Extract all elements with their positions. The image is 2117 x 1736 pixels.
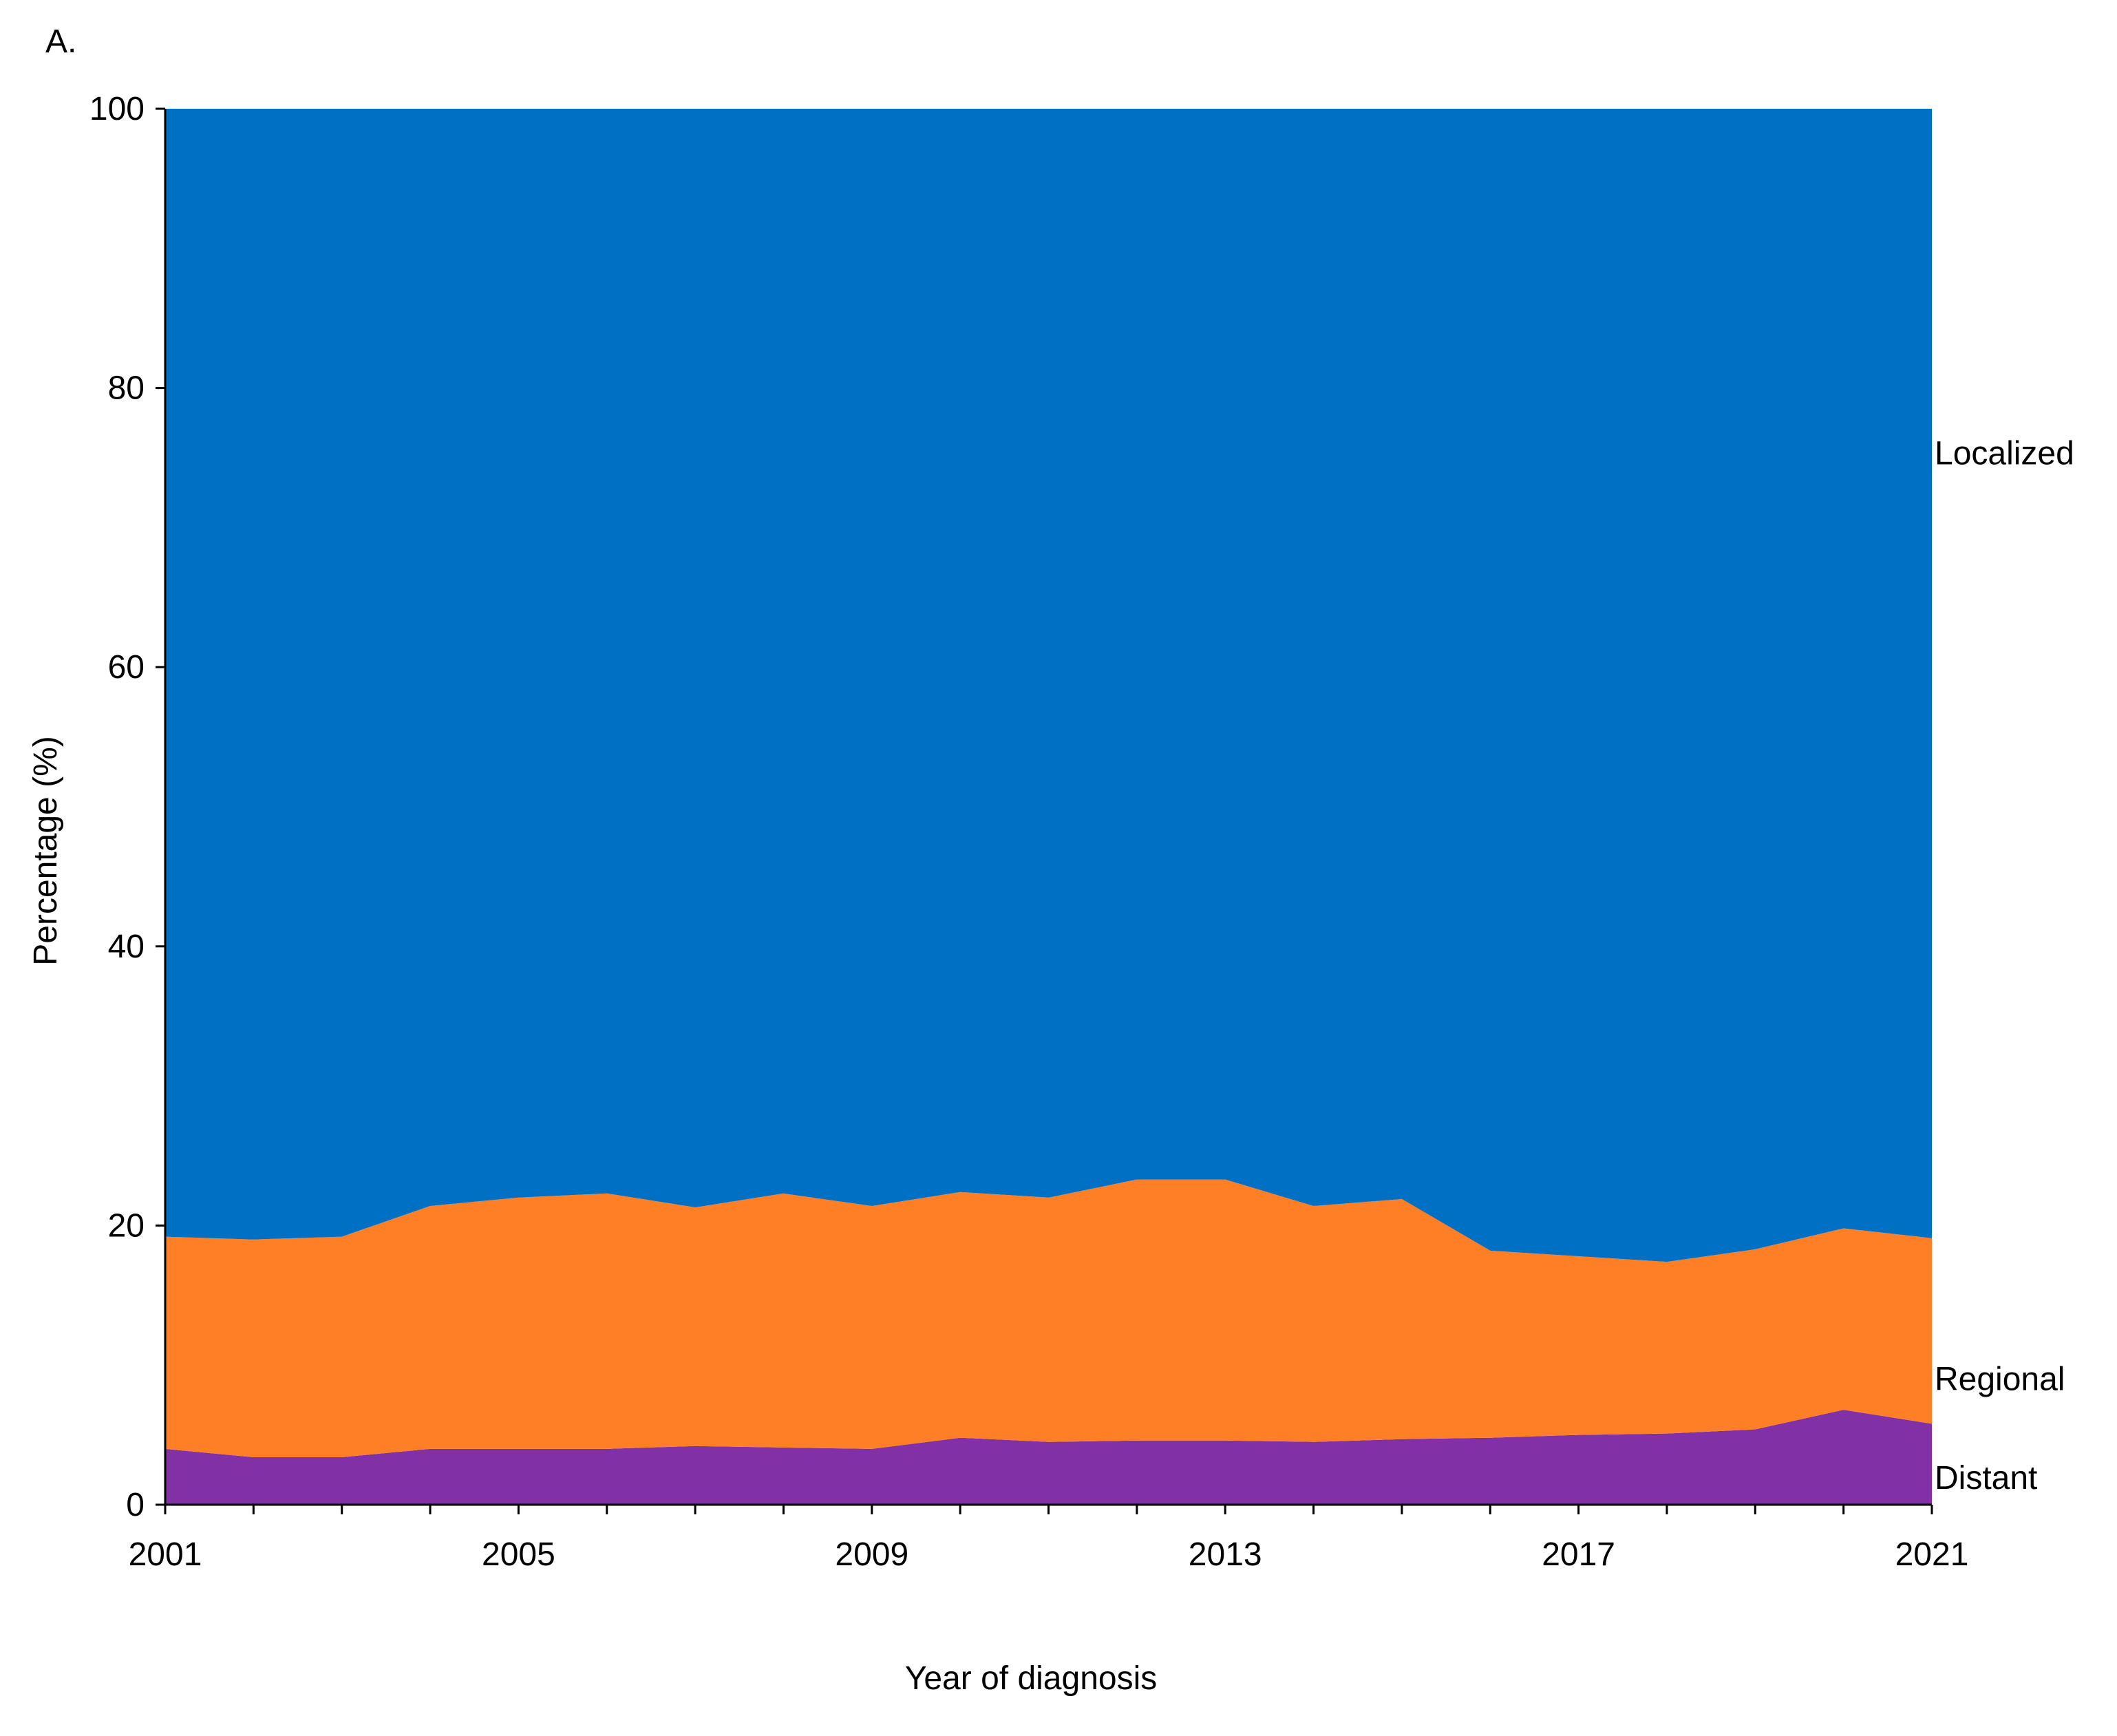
- x-tick-label: 2005: [482, 1536, 555, 1573]
- y-axis-title: Percentage (%): [28, 736, 64, 966]
- area-localized: [165, 109, 1932, 1262]
- series-labels: Distant Regional Localized: [1935, 435, 2074, 1496]
- series-label-regional: Regional: [1935, 1362, 2065, 1398]
- x-tick-label: 2017: [1542, 1536, 1615, 1573]
- y-tick-label: 0: [126, 1487, 145, 1523]
- x-tick-label: 2013: [1189, 1536, 1262, 1573]
- y-tick-label: 20: [108, 1207, 145, 1244]
- y-tick-label: 60: [108, 649, 145, 686]
- y-tick-label: 100: [89, 91, 145, 127]
- x-axis-title: Year of diagnosis: [905, 1660, 1158, 1697]
- axes-layer: 0 20 40 60 80 100 2001 2005 2009 2013 2017 2021: [89, 91, 1968, 1573]
- panel-label: A.: [45, 23, 76, 60]
- series-label-distant: Distant: [1935, 1460, 2037, 1496]
- x-tick-label: 2009: [835, 1536, 908, 1573]
- y-tick-label: 80: [108, 370, 145, 407]
- area-regional: [165, 1179, 1932, 1457]
- series-label-localized: Localized: [1935, 435, 2074, 472]
- area-distant: [165, 1410, 1932, 1505]
- x-tick-label: 2021: [1895, 1536, 1969, 1573]
- x-tick-label: 2001: [129, 1536, 202, 1573]
- area-layer: [165, 109, 1932, 1505]
- y-tick-label: 40: [108, 929, 145, 965]
